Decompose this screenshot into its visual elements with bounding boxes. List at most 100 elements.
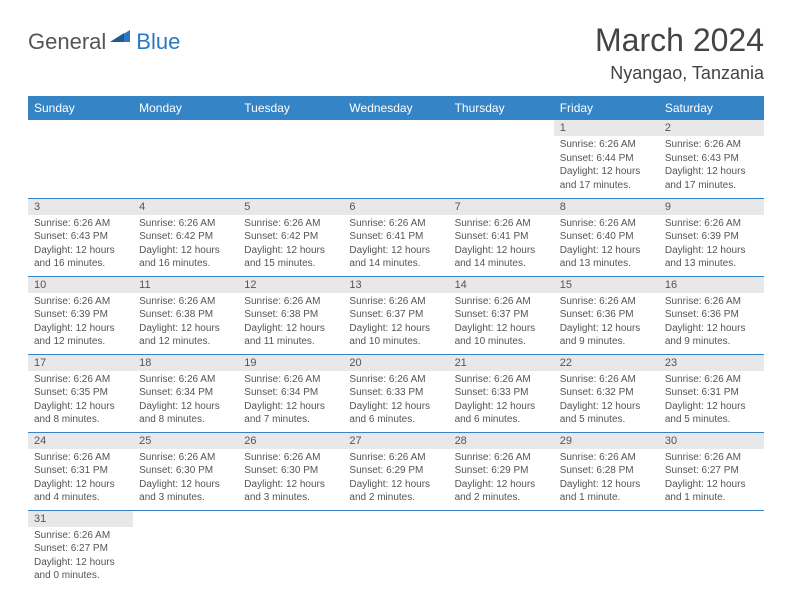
day-number: 12 [238,277,343,293]
calendar-row: 17Sunrise: 6:26 AMSunset: 6:35 PMDayligh… [28,354,764,432]
calendar-row: 1Sunrise: 6:26 AMSunset: 6:44 PMDaylight… [28,120,764,198]
calendar-cell [449,510,554,588]
day-info: Sunrise: 6:26 AMSunset: 6:34 PMDaylight:… [238,371,343,431]
calendar-cell [28,120,133,198]
day-info: Sunrise: 6:26 AMSunset: 6:31 PMDaylight:… [28,449,133,509]
calendar-cell: 29Sunrise: 6:26 AMSunset: 6:28 PMDayligh… [554,432,659,510]
day-info: Sunrise: 6:26 AMSunset: 6:37 PMDaylight:… [449,293,554,353]
calendar-cell: 16Sunrise: 6:26 AMSunset: 6:36 PMDayligh… [659,276,764,354]
day-info: Sunrise: 6:26 AMSunset: 6:38 PMDaylight:… [238,293,343,353]
day-number: 28 [449,433,554,449]
day-number: 7 [449,199,554,215]
calendar-cell: 3Sunrise: 6:26 AMSunset: 6:43 PMDaylight… [28,198,133,276]
calendar-cell: 13Sunrise: 6:26 AMSunset: 6:37 PMDayligh… [343,276,448,354]
day-info: Sunrise: 6:26 AMSunset: 6:32 PMDaylight:… [554,371,659,431]
calendar-cell: 24Sunrise: 6:26 AMSunset: 6:31 PMDayligh… [28,432,133,510]
calendar-cell: 12Sunrise: 6:26 AMSunset: 6:38 PMDayligh… [238,276,343,354]
day-number: 4 [133,199,238,215]
day-number: 11 [133,277,238,293]
weekday-header: Sunday [28,96,133,120]
calendar-cell: 4Sunrise: 6:26 AMSunset: 6:42 PMDaylight… [133,198,238,276]
day-info: Sunrise: 6:26 AMSunset: 6:27 PMDaylight:… [28,527,133,587]
weekday-header: Friday [554,96,659,120]
day-info: Sunrise: 6:26 AMSunset: 6:35 PMDaylight:… [28,371,133,431]
calendar-cell [343,120,448,198]
calendar-cell: 27Sunrise: 6:26 AMSunset: 6:29 PMDayligh… [343,432,448,510]
calendar-cell: 23Sunrise: 6:26 AMSunset: 6:31 PMDayligh… [659,354,764,432]
day-info: Sunrise: 6:26 AMSunset: 6:29 PMDaylight:… [449,449,554,509]
day-number: 29 [554,433,659,449]
calendar-cell: 14Sunrise: 6:26 AMSunset: 6:37 PMDayligh… [449,276,554,354]
day-info: Sunrise: 6:26 AMSunset: 6:29 PMDaylight:… [343,449,448,509]
day-info: Sunrise: 6:26 AMSunset: 6:41 PMDaylight:… [343,215,448,275]
calendar-cell: 19Sunrise: 6:26 AMSunset: 6:34 PMDayligh… [238,354,343,432]
day-info: Sunrise: 6:26 AMSunset: 6:39 PMDaylight:… [28,293,133,353]
day-info: Sunrise: 6:26 AMSunset: 6:39 PMDaylight:… [659,215,764,275]
day-info: Sunrise: 6:26 AMSunset: 6:28 PMDaylight:… [554,449,659,509]
calendar-cell: 2Sunrise: 6:26 AMSunset: 6:43 PMDaylight… [659,120,764,198]
day-number: 13 [343,277,448,293]
calendar-cell [343,510,448,588]
day-info: Sunrise: 6:26 AMSunset: 6:40 PMDaylight:… [554,215,659,275]
day-info: Sunrise: 6:26 AMSunset: 6:38 PMDaylight:… [133,293,238,353]
calendar-cell: 17Sunrise: 6:26 AMSunset: 6:35 PMDayligh… [28,354,133,432]
day-number: 8 [554,199,659,215]
calendar-cell [238,120,343,198]
day-number: 10 [28,277,133,293]
day-info: Sunrise: 6:26 AMSunset: 6:37 PMDaylight:… [343,293,448,353]
logo-text-general: General [28,29,106,55]
month-title: March 2024 [595,22,764,59]
day-info: Sunrise: 6:26 AMSunset: 6:36 PMDaylight:… [554,293,659,353]
calendar-cell: 20Sunrise: 6:26 AMSunset: 6:33 PMDayligh… [343,354,448,432]
day-info: Sunrise: 6:26 AMSunset: 6:30 PMDaylight:… [238,449,343,509]
calendar-cell [659,510,764,588]
day-info: Sunrise: 6:26 AMSunset: 6:42 PMDaylight:… [238,215,343,275]
calendar-cell [133,510,238,588]
logo-flag-icon [110,28,134,49]
calendar-cell [449,120,554,198]
calendar-cell: 26Sunrise: 6:26 AMSunset: 6:30 PMDayligh… [238,432,343,510]
day-number: 19 [238,355,343,371]
calendar-cell: 7Sunrise: 6:26 AMSunset: 6:41 PMDaylight… [449,198,554,276]
calendar-cell: 15Sunrise: 6:26 AMSunset: 6:36 PMDayligh… [554,276,659,354]
calendar-cell [554,510,659,588]
day-number: 21 [449,355,554,371]
day-info: Sunrise: 6:26 AMSunset: 6:33 PMDaylight:… [343,371,448,431]
day-number: 23 [659,355,764,371]
day-number: 6 [343,199,448,215]
day-info: Sunrise: 6:26 AMSunset: 6:41 PMDaylight:… [449,215,554,275]
day-number: 5 [238,199,343,215]
day-number: 14 [449,277,554,293]
day-info: Sunrise: 6:26 AMSunset: 6:43 PMDaylight:… [659,136,764,196]
title-block: March 2024 Nyangao, Tanzania [595,22,764,84]
calendar-cell: 21Sunrise: 6:26 AMSunset: 6:33 PMDayligh… [449,354,554,432]
day-info: Sunrise: 6:26 AMSunset: 6:27 PMDaylight:… [659,449,764,509]
day-number: 16 [659,277,764,293]
weekday-header: Thursday [449,96,554,120]
day-number: 15 [554,277,659,293]
weekday-header: Wednesday [343,96,448,120]
calendar-row: 3Sunrise: 6:26 AMSunset: 6:43 PMDaylight… [28,198,764,276]
day-number: 20 [343,355,448,371]
calendar-cell: 30Sunrise: 6:26 AMSunset: 6:27 PMDayligh… [659,432,764,510]
calendar-cell: 11Sunrise: 6:26 AMSunset: 6:38 PMDayligh… [133,276,238,354]
calendar-cell: 25Sunrise: 6:26 AMSunset: 6:30 PMDayligh… [133,432,238,510]
day-info: Sunrise: 6:26 AMSunset: 6:44 PMDaylight:… [554,136,659,196]
calendar-cell: 28Sunrise: 6:26 AMSunset: 6:29 PMDayligh… [449,432,554,510]
weekday-header: Saturday [659,96,764,120]
calendar-row: 31Sunrise: 6:26 AMSunset: 6:27 PMDayligh… [28,510,764,588]
header: General Blue March 2024 Nyangao, Tanzani… [28,22,764,84]
day-number: 30 [659,433,764,449]
weekday-header: Tuesday [238,96,343,120]
calendar-cell: 8Sunrise: 6:26 AMSunset: 6:40 PMDaylight… [554,198,659,276]
day-number: 22 [554,355,659,371]
day-info: Sunrise: 6:26 AMSunset: 6:33 PMDaylight:… [449,371,554,431]
calendar-cell: 6Sunrise: 6:26 AMSunset: 6:41 PMDaylight… [343,198,448,276]
calendar-cell: 10Sunrise: 6:26 AMSunset: 6:39 PMDayligh… [28,276,133,354]
day-info: Sunrise: 6:26 AMSunset: 6:30 PMDaylight:… [133,449,238,509]
day-number: 31 [28,511,133,527]
weekday-header: Monday [133,96,238,120]
calendar: Sunday Monday Tuesday Wednesday Thursday… [28,96,764,588]
day-number: 9 [659,199,764,215]
logo-text-blue: Blue [136,29,180,55]
